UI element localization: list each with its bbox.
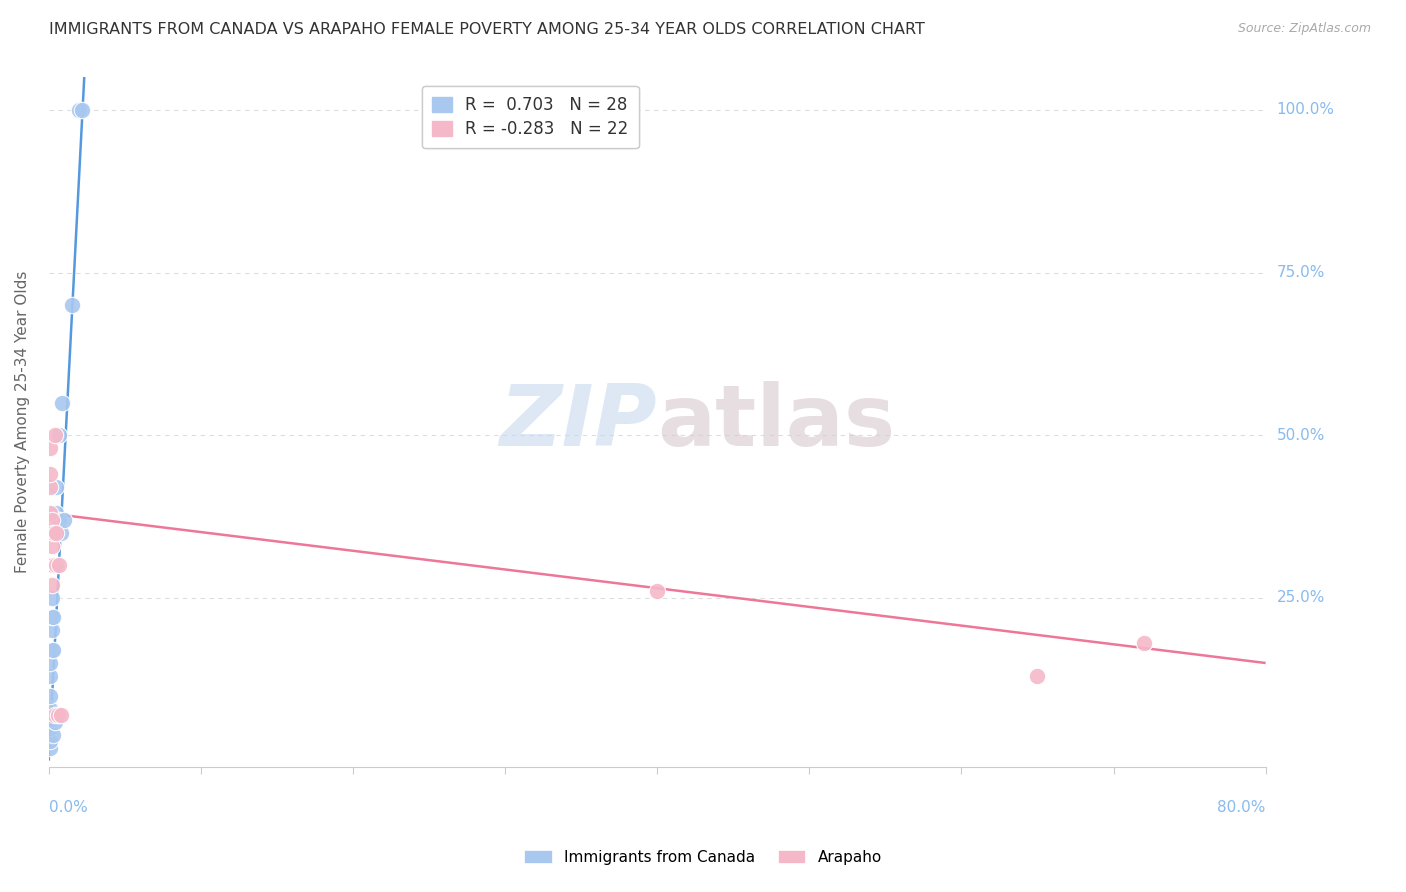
Point bbox=[41, 643, 63, 657]
Point bbox=[60, 298, 83, 312]
Y-axis label: Female Poverty Among 25-34 Year Olds: Female Poverty Among 25-34 Year Olds bbox=[15, 271, 30, 574]
Point bbox=[48, 513, 70, 527]
Point bbox=[39, 734, 62, 748]
Point bbox=[41, 578, 63, 592]
Point bbox=[45, 507, 67, 521]
Point bbox=[51, 396, 73, 410]
Point bbox=[1026, 669, 1049, 683]
Point bbox=[39, 656, 62, 670]
Point bbox=[44, 714, 66, 729]
Text: 80.0%: 80.0% bbox=[1218, 799, 1265, 814]
Point bbox=[42, 525, 65, 540]
Point bbox=[41, 513, 63, 527]
Point bbox=[44, 708, 66, 723]
Text: 75.0%: 75.0% bbox=[1277, 265, 1324, 280]
Point bbox=[39, 740, 62, 755]
Point bbox=[45, 480, 67, 494]
Point bbox=[41, 624, 63, 638]
Point bbox=[42, 558, 65, 573]
Text: 25.0%: 25.0% bbox=[1277, 591, 1324, 606]
Point bbox=[41, 558, 63, 573]
Point bbox=[39, 721, 62, 735]
Point bbox=[45, 525, 67, 540]
Point bbox=[42, 728, 65, 742]
Point bbox=[46, 513, 69, 527]
Point bbox=[45, 525, 67, 540]
Point bbox=[645, 584, 668, 599]
Point bbox=[48, 428, 70, 442]
Point bbox=[67, 103, 90, 117]
Text: 0.0%: 0.0% bbox=[49, 799, 87, 814]
Text: atlas: atlas bbox=[657, 381, 896, 464]
Point bbox=[41, 591, 63, 605]
Point bbox=[39, 689, 62, 703]
Text: IMMIGRANTS FROM CANADA VS ARAPAHO FEMALE POVERTY AMONG 25-34 YEAR OLDS CORRELATI: IMMIGRANTS FROM CANADA VS ARAPAHO FEMALE… bbox=[49, 22, 925, 37]
Point bbox=[39, 525, 62, 540]
Point bbox=[39, 467, 62, 482]
Point bbox=[48, 558, 70, 573]
Point bbox=[41, 610, 63, 624]
Point bbox=[44, 428, 66, 442]
Text: 50.0%: 50.0% bbox=[1277, 428, 1324, 442]
Point bbox=[42, 643, 65, 657]
Point bbox=[49, 708, 72, 723]
Point bbox=[39, 701, 62, 715]
Legend: R =  0.703   N = 28, R = -0.283   N = 22: R = 0.703 N = 28, R = -0.283 N = 22 bbox=[422, 86, 638, 148]
Text: Source: ZipAtlas.com: Source: ZipAtlas.com bbox=[1237, 22, 1371, 36]
Point bbox=[42, 610, 65, 624]
Point bbox=[39, 669, 62, 683]
Point bbox=[39, 558, 62, 573]
Text: 100.0%: 100.0% bbox=[1277, 103, 1334, 118]
Point bbox=[49, 525, 72, 540]
Point bbox=[70, 103, 93, 117]
Point bbox=[46, 708, 69, 723]
Point bbox=[39, 708, 62, 723]
Point bbox=[39, 442, 62, 456]
Legend: Immigrants from Canada, Arapaho: Immigrants from Canada, Arapaho bbox=[517, 844, 889, 871]
Text: ZIP: ZIP bbox=[499, 381, 657, 464]
Point bbox=[45, 558, 67, 573]
Point bbox=[39, 480, 62, 494]
Point bbox=[52, 513, 75, 527]
Point bbox=[39, 507, 62, 521]
Point bbox=[1133, 636, 1156, 650]
Point bbox=[41, 539, 63, 553]
